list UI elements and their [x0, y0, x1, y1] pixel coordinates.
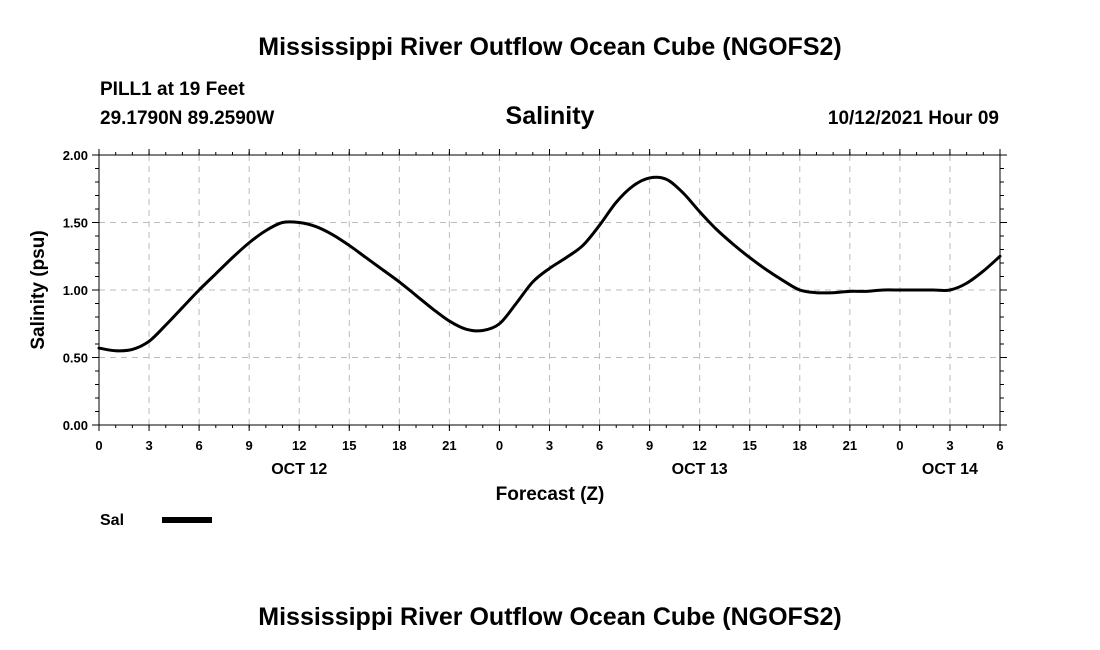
- x-tick-label: 18: [793, 438, 807, 453]
- y-tick-label: 0.00: [63, 418, 88, 433]
- station-coords: 29.1790N 89.2590W: [100, 108, 274, 129]
- x-tick-label: 15: [742, 438, 756, 453]
- variable-title: Salinity: [506, 102, 595, 130]
- forecast-datetime: 10/12/2021 Hour 09: [828, 108, 999, 129]
- x-axis: 0 3 6 9 12 15 18 21 0 3 6 9 12 15 18 21 0 3 6: [95, 149, 1004, 453]
- x-tick-label: 12: [292, 438, 306, 453]
- x-tick-label: 9: [646, 438, 653, 453]
- x-tick-label: 0: [896, 438, 903, 453]
- y-tick-label: 2.00: [63, 148, 88, 163]
- y-tick-label: 0.50: [63, 351, 88, 366]
- x-tick-label: 18: [392, 438, 406, 453]
- series-line-sal: [97, 175, 1002, 353]
- x-tick-label: 6: [996, 438, 1003, 453]
- date-label: OCT 12: [271, 461, 327, 478]
- x-tick-label: 3: [546, 438, 553, 453]
- date-labels: OCT 12 OCT 13 OCT 14: [271, 461, 978, 478]
- y-tick-label: 1.50: [63, 216, 88, 231]
- x-tick-label: 3: [946, 438, 953, 453]
- x-tick-label: 6: [596, 438, 603, 453]
- x-tick-label: 9: [246, 438, 253, 453]
- x-tick-label: 3: [145, 438, 152, 453]
- footer-title: Mississippi River Outflow Ocean Cube (NG…: [258, 603, 841, 631]
- x-axis-title: Forecast (Z): [496, 484, 605, 505]
- x-tick-label: 21: [843, 438, 857, 453]
- y-tick-label: 1.00: [63, 283, 88, 298]
- chart-title: Mississippi River Outflow Ocean Cube (NG…: [258, 33, 841, 61]
- y-axis-title: Salinity (psu): [28, 230, 49, 349]
- x-tick-label: 12: [692, 438, 706, 453]
- x-tick-label: 6: [195, 438, 202, 453]
- x-tick-label: 0: [496, 438, 503, 453]
- station-label: PILL1 at 19 Feet: [100, 79, 245, 100]
- x-tick-label: 21: [442, 438, 456, 453]
- legend-label: Sal: [100, 512, 124, 529]
- x-tick-label: 0: [95, 438, 102, 453]
- date-label: OCT 14: [922, 461, 978, 478]
- x-tick-label: 15: [342, 438, 356, 453]
- date-label: OCT 13: [672, 461, 728, 478]
- series-group: [97, 175, 1002, 353]
- y-axis: 0.00 0.50 1.00 1.50 2.00: [63, 148, 1007, 433]
